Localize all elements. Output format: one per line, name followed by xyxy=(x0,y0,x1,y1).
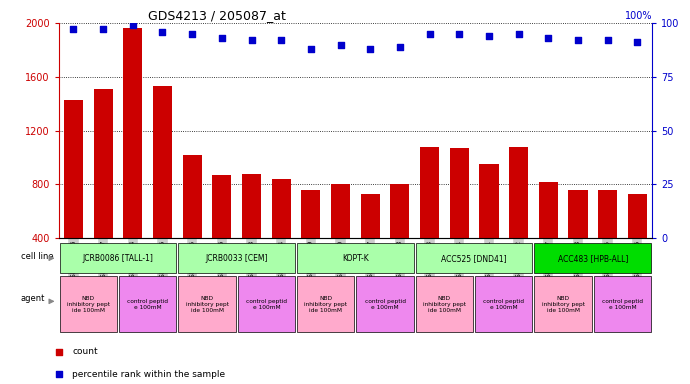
Text: NBD
inhibitory pept
ide 100mM: NBD inhibitory pept ide 100mM xyxy=(67,296,110,313)
Bar xyxy=(480,164,498,238)
Text: NBD
inhibitory pept
ide 100mM: NBD inhibitory pept ide 100mM xyxy=(186,296,228,313)
Point xyxy=(246,37,257,43)
Bar xyxy=(509,147,528,238)
Text: 100%: 100% xyxy=(624,11,652,21)
Point xyxy=(395,44,406,50)
Point xyxy=(513,31,524,37)
Text: control peptid
e 100mM: control peptid e 100mM xyxy=(483,299,524,310)
Bar xyxy=(297,243,414,273)
Text: count: count xyxy=(72,347,98,356)
Bar xyxy=(59,243,177,273)
Text: NBD
inhibitory pept
ide 100mM: NBD inhibitory pept ide 100mM xyxy=(304,296,347,313)
Point xyxy=(335,41,346,48)
Point xyxy=(157,28,168,35)
Bar xyxy=(593,276,651,332)
Bar xyxy=(475,276,533,332)
Text: control peptid
e 100mM: control peptid e 100mM xyxy=(246,299,287,310)
Point xyxy=(602,37,613,43)
Bar xyxy=(415,276,473,332)
Text: control peptid
e 100mM: control peptid e 100mM xyxy=(602,299,643,310)
Bar xyxy=(534,243,651,273)
Text: NBD
inhibitory pept
ide 100mM: NBD inhibitory pept ide 100mM xyxy=(542,296,584,313)
Bar xyxy=(534,276,592,332)
Text: control peptid
e 100mM: control peptid e 100mM xyxy=(127,299,168,310)
Bar xyxy=(124,28,142,238)
Bar xyxy=(272,179,290,238)
Bar xyxy=(356,276,414,332)
Bar xyxy=(178,243,295,273)
Bar xyxy=(297,276,355,332)
Text: control peptid
e 100mM: control peptid e 100mM xyxy=(364,299,406,310)
Text: JCRB0086 [TALL-1]: JCRB0086 [TALL-1] xyxy=(83,254,153,263)
Bar xyxy=(598,190,617,238)
Text: percentile rank within the sample: percentile rank within the sample xyxy=(72,369,226,379)
Bar xyxy=(331,184,350,238)
Bar xyxy=(153,86,172,238)
Point xyxy=(632,39,643,45)
Bar xyxy=(183,155,201,238)
Bar xyxy=(242,174,261,238)
Bar xyxy=(64,100,83,238)
Point xyxy=(454,31,465,37)
Bar xyxy=(391,184,409,238)
Bar xyxy=(178,276,236,332)
Bar xyxy=(119,276,177,332)
Point xyxy=(98,26,109,33)
Point xyxy=(53,371,64,377)
Point xyxy=(365,46,376,52)
Point xyxy=(276,37,287,43)
Bar xyxy=(59,276,117,332)
Point xyxy=(186,31,198,37)
Bar xyxy=(94,89,112,238)
Bar xyxy=(415,243,533,273)
Text: cell line: cell line xyxy=(21,252,53,261)
Point xyxy=(424,31,435,37)
Bar xyxy=(628,194,647,238)
Point xyxy=(483,33,494,39)
Text: GDS4213 / 205087_at: GDS4213 / 205087_at xyxy=(148,9,286,22)
Text: KOPT-K: KOPT-K xyxy=(342,254,368,263)
Text: JCRB0033 [CEM]: JCRB0033 [CEM] xyxy=(206,254,268,263)
Point xyxy=(217,35,228,41)
Text: ACC525 [DND41]: ACC525 [DND41] xyxy=(441,254,507,263)
Point xyxy=(573,37,584,43)
Bar xyxy=(361,194,380,238)
Text: NBD
inhibitory pept
ide 100mM: NBD inhibitory pept ide 100mM xyxy=(423,296,466,313)
Point xyxy=(68,26,79,33)
Point xyxy=(53,349,64,355)
Bar xyxy=(569,190,587,238)
Bar xyxy=(539,182,558,238)
Bar xyxy=(302,190,320,238)
Bar xyxy=(213,175,231,238)
Bar xyxy=(420,147,439,238)
Text: ACC483 [HPB-ALL]: ACC483 [HPB-ALL] xyxy=(558,254,628,263)
Text: agent: agent xyxy=(21,294,45,303)
Bar xyxy=(450,148,469,238)
Point xyxy=(543,35,554,41)
Point xyxy=(306,46,317,52)
Bar xyxy=(237,276,295,332)
Point xyxy=(128,22,139,28)
